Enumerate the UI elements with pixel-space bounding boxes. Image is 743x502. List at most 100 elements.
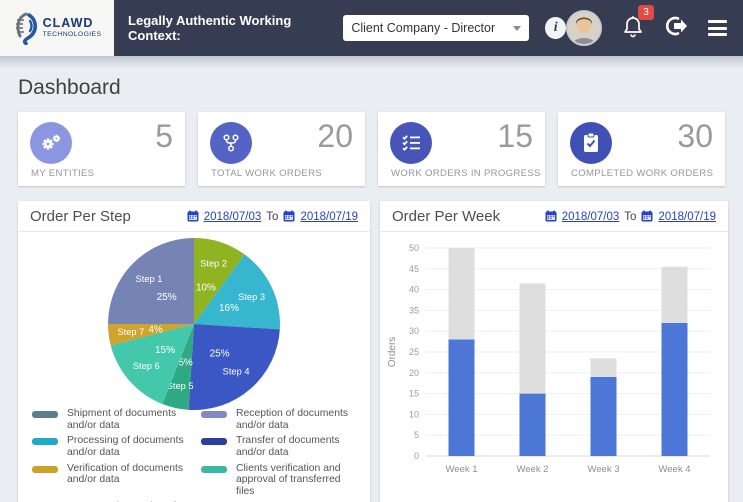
clawd-logo-icon (15, 12, 37, 45)
date-range: 2018/07/03 To 2018/07/19 (545, 209, 716, 225)
bar-segment-gray (590, 358, 617, 377)
stat-label: COMPLETED WORK ORDERS (571, 168, 714, 179)
legend-swatch (32, 411, 58, 418)
legend-label: Reception of documents and/or data (236, 408, 349, 431)
stat-label: TOTAL WORK ORDERS (211, 168, 322, 179)
logout-icon (665, 16, 687, 35)
menu-icon[interactable] (708, 20, 727, 36)
pie-slice (162, 324, 194, 410)
svg-text:35: 35 (409, 305, 419, 315)
legend-item: Processing of documents and/or data (32, 435, 191, 458)
stat-value: 5 (155, 118, 173, 154)
calendar-icon (187, 210, 199, 225)
date-to-link[interactable]: 2018/07/19 (300, 210, 358, 223)
date-from-link[interactable]: 2018/07/03 (561, 210, 620, 223)
stat-value: 30 (677, 118, 713, 154)
date-from-link[interactable]: 2018/07/03 (203, 210, 262, 223)
pie-slice (110, 324, 194, 404)
stat-value: 15 (497, 118, 533, 154)
stat-card-work-orders-in-progress: 15 WORK ORDERS IN PROGRESS (378, 112, 545, 186)
top-navbar: CLAWD TECHNOLOGIES Legally Authentic Wor… (0, 0, 743, 56)
stat-card-completed-work-orders: 30 COMPLETED WORK ORDERS (558, 112, 725, 186)
legend-label: Shipment of documents and/or data (67, 408, 177, 431)
working-context-select[interactable]: Client Company - Director (343, 15, 530, 41)
svg-text:25: 25 (409, 347, 419, 357)
legend-swatch (201, 411, 227, 418)
bar-segment-gray (519, 283, 546, 394)
gears-icon (42, 134, 61, 150)
stat-card-my-entities: 5 MY ENTITIES (18, 112, 185, 186)
svg-text:Step 4: Step 4 (223, 367, 250, 377)
svg-text:Step 1: Step 1 (136, 274, 163, 284)
navbar-shadow (0, 56, 743, 68)
stat-circle (570, 122, 612, 164)
svg-text:15%: 15% (155, 345, 175, 356)
svg-text:25%: 25% (210, 349, 230, 360)
date-to-label: To (266, 210, 279, 223)
pie-slice (108, 238, 194, 324)
stat-circle (30, 122, 72, 164)
legend-swatch (32, 438, 58, 446)
stat-label: WORK ORDERS IN PROGRESS (391, 168, 541, 179)
pie-legend: Shipment of documents and/or data Process… (18, 406, 370, 502)
bar-segment-blue (661, 322, 688, 456)
stat-card-total-work-orders: 20 TOTAL WORK ORDERS (198, 112, 365, 186)
stat-label: MY ENTITIES (31, 168, 95, 179)
logout-button[interactable] (664, 14, 688, 43)
bar-segment-blue (448, 339, 475, 456)
pie-slice (194, 238, 245, 324)
calendar-icon (641, 210, 653, 225)
bar-chart: 0 5 10 15 20 25 30 35 40 45 50 Orders Week 1 Week 2 We… (380, 232, 728, 491)
pie-slice (194, 254, 280, 330)
user-avatar[interactable] (566, 10, 602, 46)
svg-text:5: 5 (414, 430, 419, 440)
dashboard-page: Dashboard (0, 76, 743, 502)
panel-title: Order Per Week (392, 208, 501, 225)
svg-text:30: 30 (409, 326, 419, 336)
legend-item: Clients verification and approval of tra… (201, 463, 360, 498)
notification-badge: 3 (638, 4, 654, 20)
svg-text:Week 1: Week 1 (445, 464, 477, 475)
bar-segment-blue (519, 393, 546, 456)
notifications-button[interactable]: 3 (622, 4, 654, 43)
date-range: 2018/07/03 To 2018/07/19 (187, 209, 358, 225)
brand-logo[interactable]: CLAWD TECHNOLOGIES (0, 0, 115, 56)
svg-text:5%: 5% (178, 357, 193, 368)
legend-label: Verification of documents and/or data (67, 462, 184, 486)
avatar-photo (568, 12, 600, 44)
legend-swatch (201, 438, 227, 446)
bell-icon (624, 15, 642, 37)
stat-circle (210, 122, 252, 164)
calendar-icon (545, 210, 557, 225)
legend-label: Transfer of documents and/or data (236, 435, 340, 458)
legend-item: Reception of documents and/or data (201, 408, 360, 431)
pie-chart: Step 2 10% Step 3 16% Step 4 25% Step 5 5% Step … (18, 236, 370, 410)
svg-text:10: 10 (409, 409, 419, 419)
panel-title: Order Per Step (30, 208, 131, 225)
svg-text:Week 3: Week 3 (587, 464, 619, 475)
svg-text:Step 5: Step 5 (167, 381, 194, 391)
working-context-value: Client Company - Director (351, 21, 496, 35)
svg-text:50: 50 (409, 243, 419, 253)
order-per-week-panel: Order Per Week 2018/07/03 To 2018/07/19 … (380, 201, 728, 502)
legend-item: Shipment of documents and/or data (32, 408, 191, 431)
legend-item: Verification of documents and/or data (32, 463, 191, 498)
legend-label: Clients verification and approval of tra… (236, 462, 341, 497)
svg-text:40: 40 (409, 285, 419, 295)
checklist-icon (401, 135, 420, 151)
svg-text:Step 7: Step 7 (117, 327, 144, 337)
svg-text:Step 2: Step 2 (200, 258, 227, 268)
svg-text:Week 2: Week 2 (516, 464, 548, 475)
info-icon[interactable]: i (545, 17, 566, 39)
legend-swatch (32, 465, 58, 473)
stat-circle (390, 122, 432, 164)
chevron-down-icon (513, 25, 522, 31)
brand-subtitle: TECHNOLOGIES (42, 30, 102, 38)
stat-value: 20 (317, 118, 353, 154)
brand-name: CLAWD (42, 16, 94, 31)
svg-text:15: 15 (409, 389, 419, 399)
pie-slice (188, 324, 280, 410)
date-to-link[interactable]: 2018/07/19 (658, 210, 716, 223)
svg-text:Orders: Orders (387, 337, 398, 368)
order-per-step-panel: Order Per Step 2018/07/03 To 2018/07/19 … (18, 201, 370, 502)
